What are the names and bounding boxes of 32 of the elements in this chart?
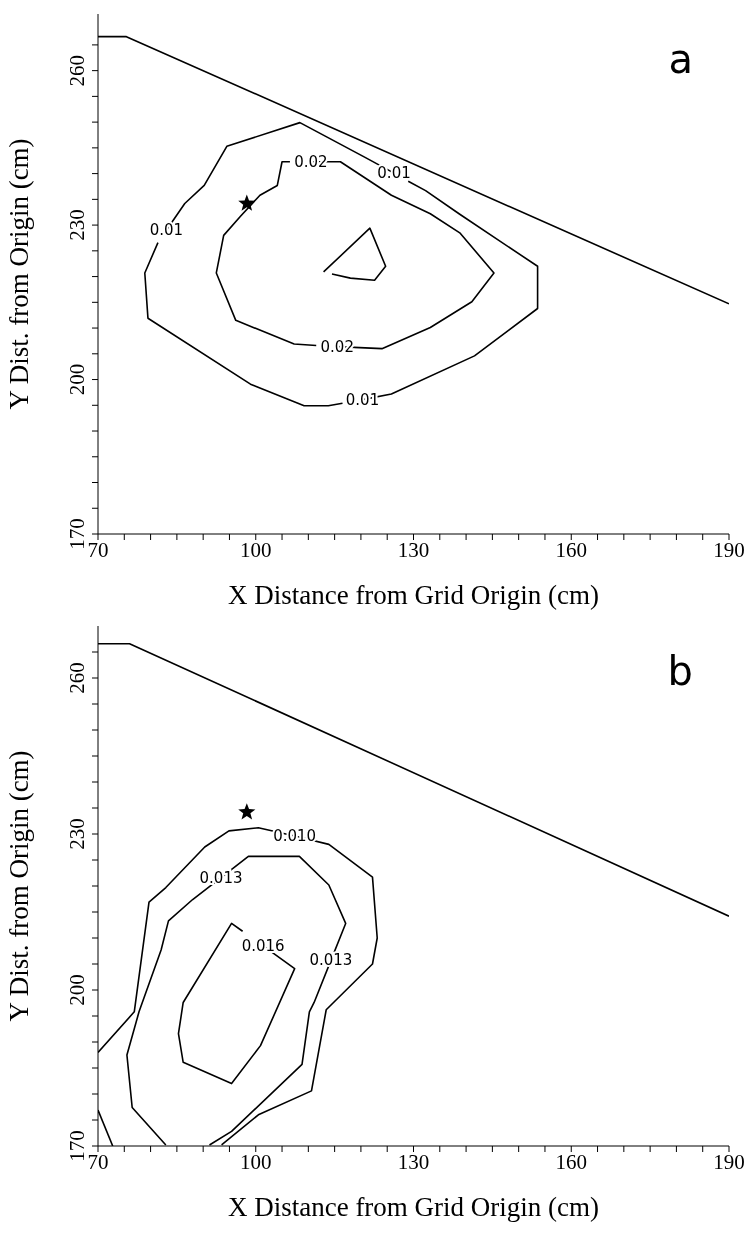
x-tick-label: 130 xyxy=(397,537,430,562)
x-tick-label: 100 xyxy=(240,537,272,562)
x-axis-title: X Distance from Grid Origin (cm) xyxy=(227,1192,600,1222)
annotation: 0.01 xyxy=(149,221,184,240)
x-tick-label: 100 xyxy=(240,1149,272,1174)
annotation: b xyxy=(667,648,693,694)
y-axis-title: Y Dist. from Origin (cm) xyxy=(3,138,34,410)
annotation: 0.02 xyxy=(294,152,328,171)
line-series xyxy=(322,227,387,281)
y-tick-label: 200 xyxy=(65,974,89,1006)
x-tick-label: 190 xyxy=(713,1149,745,1174)
y-tick-label: 230 xyxy=(65,818,89,850)
x-tick-label: 160 xyxy=(555,537,587,562)
y-tick-label: 170 xyxy=(65,518,89,550)
annotation: 0.01 xyxy=(345,390,380,409)
x-tick-label: 70 xyxy=(87,537,109,562)
y-tick-label: 170 xyxy=(65,1130,89,1162)
x-axis-title: X Distance from Grid Origin (cm) xyxy=(227,580,600,610)
x-tick-label: 190 xyxy=(713,537,745,562)
x-tick-label: 70 xyxy=(87,1149,109,1174)
annotation: 0.02 xyxy=(320,337,354,356)
x-tick-label: 160 xyxy=(555,1149,587,1174)
annotation: a xyxy=(668,36,693,82)
annotation: 0.016 xyxy=(241,936,285,955)
y-tick-label: 260 xyxy=(65,662,89,694)
y-tick-label: 260 xyxy=(65,54,89,87)
y-tick-label: 230 xyxy=(65,209,89,241)
y-tick-label: 200 xyxy=(65,363,89,396)
y-axis-title: Y Dist. from Origin (cm) xyxy=(3,750,34,1022)
x-tick-label: 130 xyxy=(397,1149,430,1174)
annotation: 0.01 xyxy=(377,164,411,183)
line-series xyxy=(177,922,296,1085)
